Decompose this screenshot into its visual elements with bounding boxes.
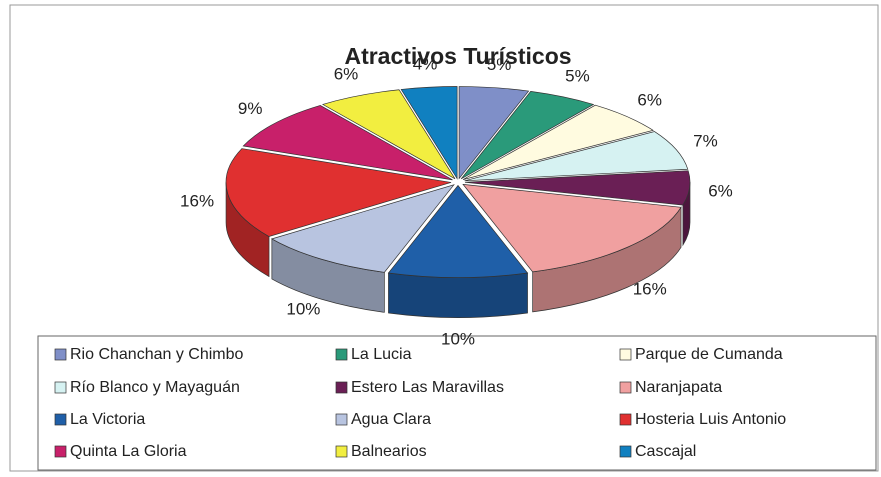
legend-label: Hosteria Luis Antonio: [635, 411, 786, 428]
data-label: 7%: [693, 132, 718, 151]
legend-label: Río Blanco y Mayaguán: [70, 379, 240, 396]
data-label: 5%: [487, 55, 512, 74]
legend-swatch: [54, 381, 67, 394]
legend-label: Parque de Cumanda: [635, 346, 783, 363]
legend-label: Cascajal: [635, 443, 696, 460]
slice: [458, 86, 530, 180]
legend-swatch: [335, 348, 348, 361]
slice: [225, 148, 452, 237]
data-label: 4%: [413, 54, 438, 73]
slice-side: [388, 272, 528, 318]
slice: [464, 131, 689, 182]
slice: [462, 183, 682, 273]
legend-swatch: [619, 381, 632, 394]
data-label: 16%: [633, 280, 667, 299]
legend-swatch: [335, 445, 348, 458]
chart-title: Atractivos Turísticos: [344, 43, 571, 69]
data-label: 10%: [286, 299, 320, 318]
legend-label: Rio Chanchan y Chimbo: [70, 346, 244, 363]
legend-label: Estero Las Maravillas: [351, 379, 504, 396]
slice: [462, 104, 654, 180]
data-label: 16%: [180, 191, 214, 210]
legend-label: Quinta La Gloria: [70, 443, 187, 460]
legend-swatch: [54, 348, 67, 361]
slice: [460, 91, 595, 180]
legend-label: La Lucia: [351, 346, 412, 363]
slice: [464, 170, 691, 206]
data-label: 5%: [565, 66, 590, 85]
legend-swatch: [619, 348, 632, 361]
legend-label: Agua Clara: [351, 411, 431, 428]
slice: [387, 184, 529, 278]
legend-swatch: [335, 381, 348, 394]
slice: [270, 184, 455, 273]
legend-swatch: [335, 413, 348, 426]
legend-swatch: [54, 445, 67, 458]
data-label: 6%: [708, 181, 733, 200]
legend-label: La Victoria: [70, 411, 145, 428]
legend-label: Naranjapata: [635, 379, 722, 396]
data-label: 6%: [637, 91, 662, 110]
data-label: 6%: [334, 65, 359, 84]
legend-label: Balnearios: [351, 443, 427, 460]
slice: [242, 105, 453, 181]
legend-swatch: [619, 445, 632, 458]
slice: [321, 89, 456, 180]
legend-swatch: [54, 413, 67, 426]
data-label: 9%: [238, 99, 263, 118]
slice: [400, 86, 458, 180]
data-label: 10%: [441, 329, 475, 348]
legend-swatch: [619, 413, 632, 426]
legend-box: [37, 335, 877, 471]
